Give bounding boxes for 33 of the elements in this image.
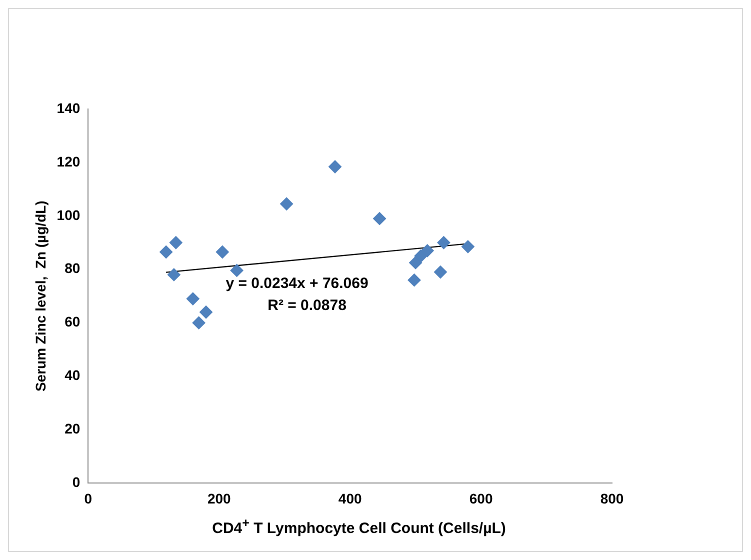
- point: [160, 246, 173, 258]
- x-tick-label: 0: [84, 490, 92, 506]
- y-tick-label: 140: [56, 100, 80, 116]
- point: [200, 306, 213, 319]
- point: [192, 316, 206, 330]
- point: [461, 240, 474, 254]
- x-tick-label: 600: [469, 490, 493, 506]
- x-tick-label: 200: [207, 490, 232, 506]
- y-tick-label: 60: [64, 314, 80, 330]
- y-tick-label: 40: [64, 367, 80, 384]
- x-axis-title: CD4$^{+}$ T Lymphocyte Cell Count (Cells/µL): [211, 516, 507, 537]
- y-tick-label: 100: [56, 206, 80, 223]
- point: [408, 274, 421, 287]
- point: [280, 197, 294, 210]
- x-tick-label: 800: [600, 490, 624, 506]
- annotation: R² = 0.0878: [268, 297, 346, 314]
- point: [216, 246, 229, 258]
- y-axis-title: Serum Zinc level, Zn (µg/dL): [32, 200, 48, 392]
- y-tick-label: 80: [64, 260, 80, 276]
- point: [434, 266, 447, 279]
- point: [186, 292, 200, 306]
- annotation: y = 0.0234x + 76.069: [226, 275, 368, 292]
- point: [420, 244, 434, 258]
- y-tick-label: 120: [56, 153, 80, 170]
- x-tick-label: 400: [338, 490, 362, 506]
- point: [437, 236, 450, 250]
- y-tick-label: 0: [72, 474, 80, 490]
- point: [169, 236, 182, 250]
- point: [167, 268, 180, 282]
- point: [373, 212, 386, 226]
- point: [230, 264, 244, 277]
- point: [328, 160, 342, 174]
- y-tick-label: 20: [64, 420, 80, 437]
